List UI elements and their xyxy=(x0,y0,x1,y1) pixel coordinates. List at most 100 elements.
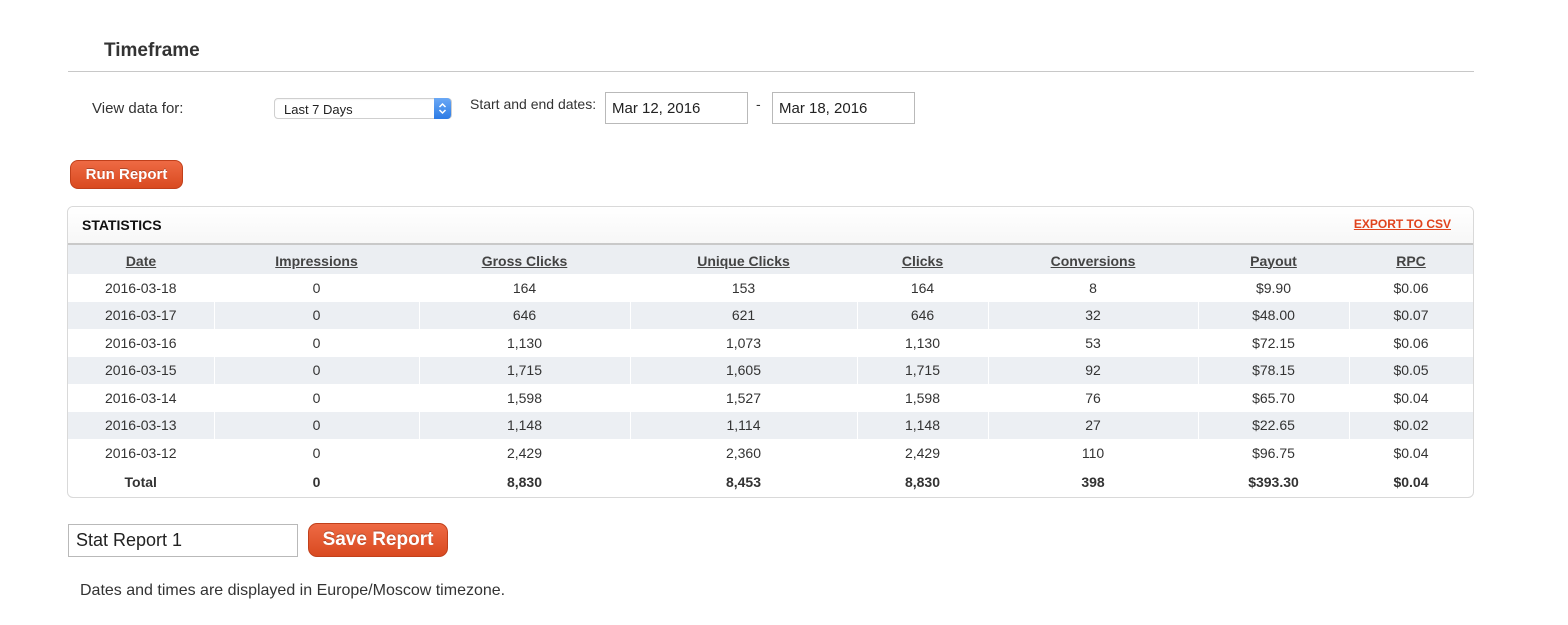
save-report-button[interactable]: Save Report xyxy=(308,523,448,557)
table-cell: 646 xyxy=(419,301,631,329)
table-row: 2016-03-16 0 1,130 1,073 1,130 53 $72.15… xyxy=(68,329,1473,357)
timeframe-select-value: Last 7 Days xyxy=(284,102,353,117)
timeframe-heading: Timeframe xyxy=(104,40,200,61)
date-range-label: Start and end dates: xyxy=(470,96,597,112)
total-cell: Total xyxy=(68,466,215,497)
table-cell: $0.02 xyxy=(1349,411,1473,439)
total-cell: $0.04 xyxy=(1349,466,1473,497)
total-cell: 8,830 xyxy=(857,466,989,497)
table-row: 2016-03-12 0 2,429 2,360 2,429 110 $96.7… xyxy=(68,439,1473,467)
table-cell: $48.00 xyxy=(1198,301,1350,329)
table-cell: 1,114 xyxy=(630,411,858,439)
total-cell: 398 xyxy=(988,466,1199,497)
table-cell: 0 xyxy=(214,411,420,439)
timezone-note: Dates and times are displayed in Europe/… xyxy=(80,582,506,599)
table-cell: 2016-03-14 xyxy=(68,384,215,412)
table-cell: 1,148 xyxy=(857,411,989,439)
table-cell: 1,527 xyxy=(630,384,858,412)
table-row: 2016-03-18 0 164 153 164 8 $9.90 $0.06 xyxy=(68,274,1473,302)
table-cell: 646 xyxy=(857,301,989,329)
table-cell: 0 xyxy=(214,384,420,412)
table-cell: 1,605 xyxy=(630,356,858,384)
statistics-panel: STATISTICS EXPORT TO CSV Date Impression… xyxy=(67,206,1474,498)
column-header-unique-clicks[interactable]: Unique Clicks xyxy=(630,245,857,274)
table-cell: 27 xyxy=(988,411,1199,439)
total-cell: 8,830 xyxy=(419,466,631,497)
table-cell: $0.06 xyxy=(1349,274,1473,302)
table-cell: $0.04 xyxy=(1349,439,1473,467)
table-cell: 1,598 xyxy=(419,384,631,412)
timeframe-divider xyxy=(68,71,1474,72)
table-cell: 32 xyxy=(988,301,1199,329)
table-cell: 2,429 xyxy=(419,439,631,467)
table-cell: 110 xyxy=(988,439,1199,467)
table-cell: $72.15 xyxy=(1198,329,1350,357)
run-report-button[interactable]: Run Report xyxy=(70,160,183,189)
table-cell: 621 xyxy=(630,301,858,329)
chevron-up-down-icon xyxy=(434,98,451,119)
table-cell: 1,598 xyxy=(857,384,989,412)
table-cell: 2016-03-18 xyxy=(68,274,215,302)
total-cell: 0 xyxy=(214,466,420,497)
column-header-rpc[interactable]: RPC xyxy=(1349,245,1473,274)
view-data-label: View data for: xyxy=(92,100,184,117)
column-header-gross-clicks[interactable]: Gross Clicks xyxy=(419,245,630,274)
table-cell: 153 xyxy=(630,274,858,302)
table-cell: 1,130 xyxy=(419,329,631,357)
table-cell: $0.06 xyxy=(1349,329,1473,357)
table-cell: $65.70 xyxy=(1198,384,1350,412)
table-cell: 0 xyxy=(214,329,420,357)
table-cell: 1,073 xyxy=(630,329,858,357)
table-cell: 1,715 xyxy=(419,356,631,384)
table-cell: $9.90 xyxy=(1198,274,1350,302)
table-cell: 76 xyxy=(988,384,1199,412)
start-date-input[interactable] xyxy=(605,92,748,124)
table-cell: 164 xyxy=(419,274,631,302)
column-header-date[interactable]: Date xyxy=(68,245,214,274)
table-cell: $0.05 xyxy=(1349,356,1473,384)
table-cell: $22.65 xyxy=(1198,411,1350,439)
table-cell: 92 xyxy=(988,356,1199,384)
table-cell: 1,715 xyxy=(857,356,989,384)
table-cell: 2016-03-12 xyxy=(68,439,215,467)
table-cell: 1,130 xyxy=(857,329,989,357)
date-separator: - xyxy=(756,96,761,112)
table-cell: 53 xyxy=(988,329,1199,357)
export-csv-link[interactable]: EXPORT TO CSV xyxy=(1353,217,1451,231)
table-cell: 2016-03-15 xyxy=(68,356,215,384)
total-cell: 8,453 xyxy=(630,466,858,497)
statistics-table: Date Impressions Gross Clicks Unique Cli… xyxy=(68,245,1473,497)
statistics-title: STATISTICS xyxy=(82,217,162,233)
timeframe-select[interactable]: Last 7 Days xyxy=(274,98,452,119)
table-cell: $96.75 xyxy=(1198,439,1350,467)
table-total-row: Total 0 8,830 8,453 8,830 398 $393.30 $0… xyxy=(68,466,1473,497)
table-row: 2016-03-13 0 1,148 1,114 1,148 27 $22.65… xyxy=(68,411,1473,439)
total-cell: $393.30 xyxy=(1198,466,1350,497)
column-header-clicks[interactable]: Clicks xyxy=(857,245,988,274)
table-cell: 1,148 xyxy=(419,411,631,439)
table-cell: 0 xyxy=(214,356,420,384)
table-header-row: Date Impressions Gross Clicks Unique Cli… xyxy=(68,245,1473,274)
table-cell: $0.04 xyxy=(1349,384,1473,412)
table-cell: 2016-03-17 xyxy=(68,301,215,329)
table-cell: 2,429 xyxy=(857,439,989,467)
table-cell: 2016-03-16 xyxy=(68,329,215,357)
table-row: 2016-03-15 0 1,715 1,605 1,715 92 $78.15… xyxy=(68,356,1473,384)
table-cell: $78.15 xyxy=(1198,356,1350,384)
end-date-input[interactable] xyxy=(772,92,915,124)
table-cell: 0 xyxy=(214,274,420,302)
column-header-impressions[interactable]: Impressions xyxy=(214,245,419,274)
table-row: 2016-03-14 0 1,598 1,527 1,598 76 $65.70… xyxy=(68,384,1473,412)
table-cell: 0 xyxy=(214,301,420,329)
statistics-header: STATISTICS EXPORT TO CSV xyxy=(68,207,1473,245)
table-row: 2016-03-17 0 646 621 646 32 $48.00 $0.07 xyxy=(68,301,1473,329)
table-cell: 2,360 xyxy=(630,439,858,467)
report-name-input[interactable] xyxy=(68,524,298,557)
table-cell: $0.07 xyxy=(1349,301,1473,329)
column-header-payout[interactable]: Payout xyxy=(1198,245,1349,274)
table-cell: 2016-03-13 xyxy=(68,411,215,439)
table-cell: 0 xyxy=(214,439,420,467)
column-header-conversions[interactable]: Conversions xyxy=(988,245,1198,274)
table-cell: 8 xyxy=(988,274,1199,302)
table-cell: 164 xyxy=(857,274,989,302)
